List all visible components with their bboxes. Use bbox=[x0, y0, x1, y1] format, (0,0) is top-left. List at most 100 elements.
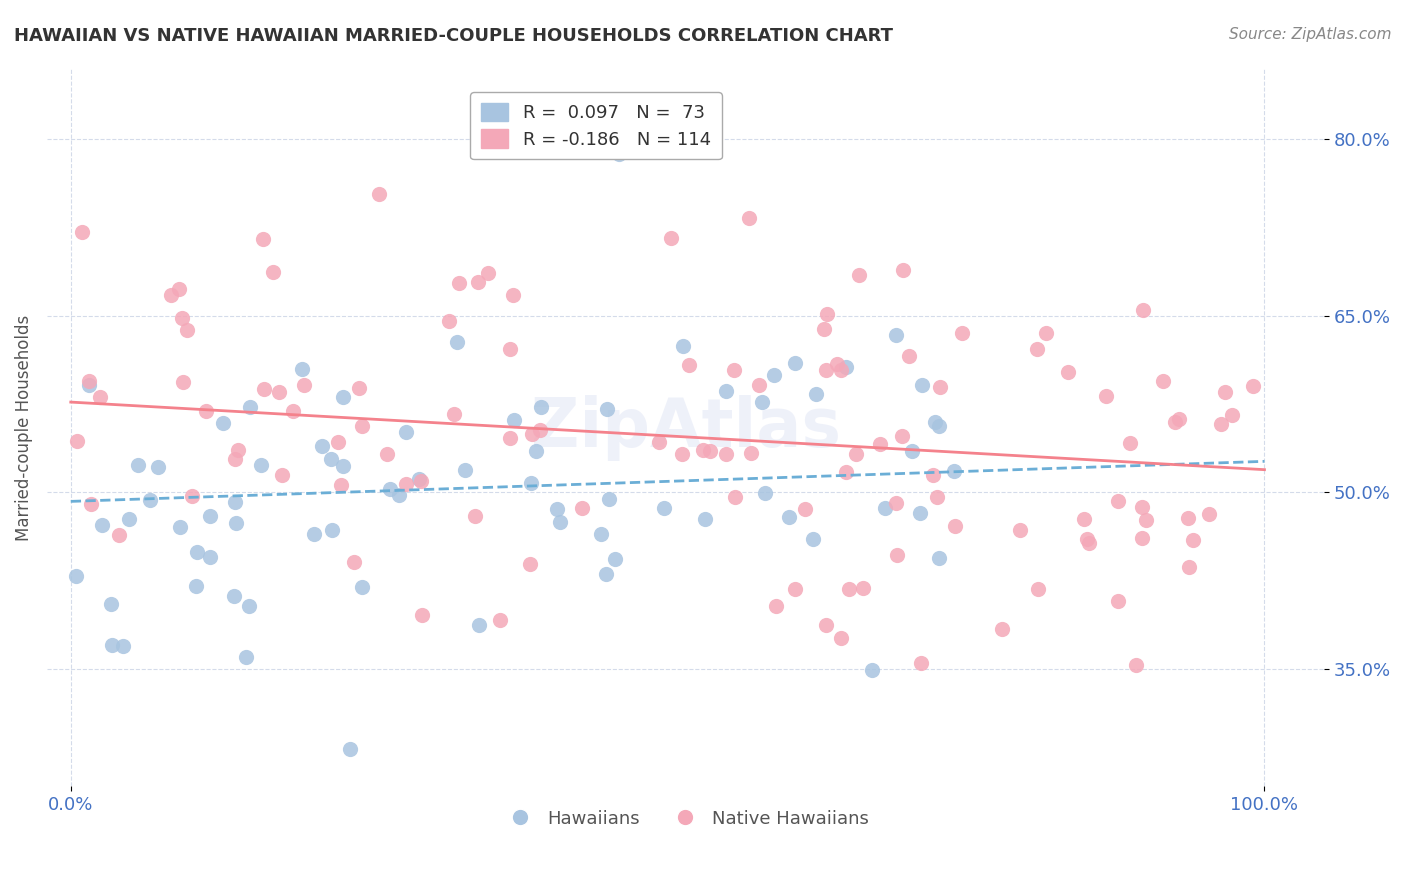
Point bbox=[118, 512, 141, 526]
Point bbox=[835, 359, 858, 374]
Point bbox=[180, 490, 202, 504]
Point bbox=[738, 211, 761, 226]
Point bbox=[927, 491, 949, 505]
Point bbox=[443, 407, 465, 421]
Point bbox=[830, 631, 852, 645]
Point bbox=[522, 426, 544, 441]
Point bbox=[1107, 494, 1129, 508]
Text: ZipAtlas: ZipAtlas bbox=[530, 394, 841, 460]
Point bbox=[1076, 532, 1098, 546]
Point bbox=[546, 502, 568, 516]
Point bbox=[804, 386, 827, 401]
Point bbox=[339, 742, 361, 756]
Point bbox=[924, 415, 946, 429]
Point bbox=[595, 566, 617, 581]
Point bbox=[1135, 513, 1157, 527]
Point bbox=[212, 416, 235, 430]
Point bbox=[343, 556, 366, 570]
Point bbox=[699, 443, 721, 458]
Point bbox=[66, 434, 89, 448]
Point bbox=[671, 447, 693, 461]
Point bbox=[873, 501, 896, 516]
Point bbox=[928, 550, 950, 565]
Point bbox=[1130, 531, 1153, 545]
Point bbox=[603, 551, 626, 566]
Point bbox=[1167, 411, 1189, 425]
Point bbox=[830, 363, 852, 377]
Point bbox=[252, 232, 274, 246]
Point bbox=[127, 458, 149, 473]
Point bbox=[801, 532, 824, 546]
Point bbox=[762, 368, 785, 382]
Point bbox=[852, 581, 875, 595]
Point bbox=[598, 492, 620, 507]
Point bbox=[225, 516, 247, 530]
Point bbox=[77, 378, 100, 392]
Point bbox=[1035, 326, 1057, 340]
Point bbox=[571, 500, 593, 515]
Point bbox=[714, 384, 737, 398]
Point bbox=[596, 401, 619, 416]
Point bbox=[449, 276, 471, 290]
Point bbox=[1078, 536, 1101, 550]
Point bbox=[1132, 302, 1154, 317]
Point bbox=[349, 381, 371, 395]
Point bbox=[928, 419, 950, 434]
Point bbox=[1130, 500, 1153, 514]
Point bbox=[108, 528, 131, 542]
Point bbox=[520, 475, 543, 490]
Point bbox=[186, 545, 208, 559]
Point bbox=[226, 442, 249, 457]
Point bbox=[477, 266, 499, 280]
Point bbox=[292, 378, 315, 392]
Point bbox=[783, 356, 806, 370]
Point bbox=[502, 288, 524, 302]
Point bbox=[529, 400, 551, 414]
Point bbox=[65, 569, 87, 583]
Point bbox=[943, 519, 966, 533]
Point bbox=[860, 663, 883, 677]
Point bbox=[411, 607, 433, 622]
Point bbox=[1094, 389, 1116, 403]
Legend: Hawaiians, Native Hawaiians: Hawaiians, Native Hawaiians bbox=[495, 803, 876, 835]
Point bbox=[291, 361, 314, 376]
Point bbox=[172, 375, 194, 389]
Point bbox=[499, 431, 522, 445]
Point bbox=[1178, 560, 1201, 574]
Point bbox=[224, 495, 246, 509]
Point bbox=[77, 374, 100, 388]
Point bbox=[332, 459, 354, 474]
Point bbox=[283, 404, 305, 418]
Point bbox=[647, 434, 669, 449]
Point bbox=[813, 322, 835, 336]
Point bbox=[350, 580, 373, 594]
Point bbox=[222, 589, 245, 603]
Point bbox=[1125, 657, 1147, 672]
Point bbox=[524, 444, 547, 458]
Point bbox=[311, 438, 333, 452]
Point bbox=[783, 582, 806, 596]
Point bbox=[332, 390, 354, 404]
Point bbox=[825, 357, 848, 371]
Point bbox=[723, 362, 745, 376]
Point bbox=[467, 276, 489, 290]
Point bbox=[1241, 379, 1264, 393]
Point bbox=[748, 378, 770, 392]
Point bbox=[1057, 365, 1080, 379]
Point bbox=[910, 656, 932, 670]
Point bbox=[238, 400, 260, 414]
Point bbox=[454, 463, 477, 477]
Point bbox=[395, 425, 418, 440]
Point bbox=[519, 557, 541, 571]
Point bbox=[1026, 582, 1049, 597]
Point bbox=[1177, 511, 1199, 525]
Point bbox=[79, 496, 101, 510]
Text: Source: ZipAtlas.com: Source: ZipAtlas.com bbox=[1229, 27, 1392, 42]
Point bbox=[262, 265, 284, 279]
Point bbox=[838, 582, 860, 596]
Point bbox=[367, 186, 389, 201]
Point bbox=[503, 413, 526, 427]
Point bbox=[815, 618, 838, 632]
Text: HAWAIIAN VS NATIVE HAWAIIAN MARRIED-COUPLE HOUSEHOLDS CORRELATION CHART: HAWAIIAN VS NATIVE HAWAIIAN MARRIED-COUP… bbox=[14, 27, 893, 45]
Point bbox=[184, 579, 207, 593]
